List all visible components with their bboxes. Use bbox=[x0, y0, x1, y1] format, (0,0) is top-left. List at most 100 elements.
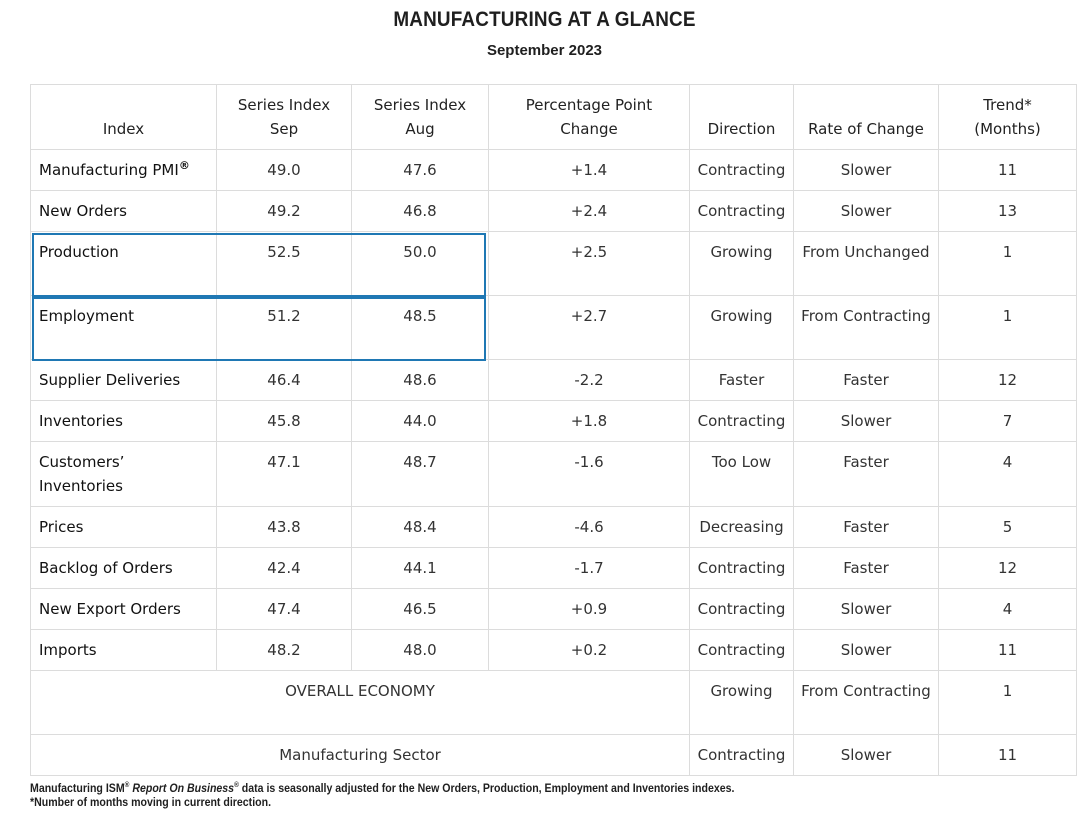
cell-change: +2.4 bbox=[488, 190, 690, 232]
cell-sep: 51.2 bbox=[216, 295, 352, 360]
cell-aug: 44.1 bbox=[351, 547, 489, 589]
table-row: Employment 51.2 48.5 +2.7 Growing From C… bbox=[30, 295, 1077, 360]
cell-rate: Slower bbox=[793, 149, 939, 191]
cell-rate: From Contracting bbox=[793, 295, 939, 360]
cell-change: +0.9 bbox=[488, 588, 690, 630]
column-header-trend: Trend* (Months) bbox=[938, 84, 1077, 150]
table-row: Supplier Deliveries 46.4 48.6 -2.2 Faste… bbox=[30, 359, 1077, 401]
column-header-series-index-aug: Series Index Aug bbox=[351, 84, 489, 150]
cell-change: -4.6 bbox=[488, 506, 690, 548]
cell-rate: Slower bbox=[793, 629, 939, 671]
page-subtitle: September 2023 bbox=[486, 42, 603, 59]
cell-aug: 48.7 bbox=[351, 441, 489, 507]
cell-aug: 46.5 bbox=[351, 588, 489, 630]
cell-direction: Contracting bbox=[689, 400, 794, 442]
overall-economy-label: OVERALL ECONOMY bbox=[30, 670, 690, 735]
cell-direction: Faster bbox=[689, 359, 794, 401]
row-index-name: Manufacturing PMI® bbox=[30, 149, 217, 191]
cell-rate: Slower bbox=[793, 400, 939, 442]
cell-rate: From Unchanged bbox=[793, 231, 939, 296]
cell-trend: 4 bbox=[938, 588, 1077, 630]
table-row: Imports 48.2 48.0 +0.2 Contracting Slowe… bbox=[30, 629, 1077, 671]
cell-direction: Growing bbox=[689, 295, 794, 360]
cell-change: +2.7 bbox=[488, 295, 690, 360]
cell-aug: 44.0 bbox=[351, 400, 489, 442]
cell-sep: 48.2 bbox=[216, 629, 352, 671]
cell-trend: 12 bbox=[938, 359, 1077, 401]
cell-sep: 52.5 bbox=[216, 231, 352, 296]
cell-change: +1.8 bbox=[488, 400, 690, 442]
cell-rate: Faster bbox=[793, 547, 939, 589]
column-header-index: Index bbox=[30, 84, 217, 150]
column-header-series-index-sep: Series Index Sep bbox=[216, 84, 352, 150]
cell-direction: Contracting bbox=[689, 629, 794, 671]
cell-rate: Faster bbox=[793, 506, 939, 548]
manufacturing-sector-label: Manufacturing Sector bbox=[30, 734, 690, 776]
cell-sep: 42.4 bbox=[216, 547, 352, 589]
cell-rate: From Contracting bbox=[793, 670, 939, 735]
cell-direction: Contracting bbox=[689, 734, 794, 776]
cell-trend: 11 bbox=[938, 149, 1077, 191]
cell-sep: 45.8 bbox=[216, 400, 352, 442]
cell-aug: 47.6 bbox=[351, 149, 489, 191]
cell-sep: 46.4 bbox=[216, 359, 352, 401]
page-title: MANUFACTURING AT A GLANCE bbox=[393, 8, 696, 31]
cell-change: -1.6 bbox=[488, 441, 690, 507]
cell-direction: Contracting bbox=[689, 588, 794, 630]
table-row-manufacturing-sector: Manufacturing Sector Contracting Slower … bbox=[30, 734, 1077, 776]
registered-mark: ® bbox=[178, 159, 190, 172]
cell-trend: 12 bbox=[938, 547, 1077, 589]
cell-aug: 48.0 bbox=[351, 629, 489, 671]
cell-change: +2.5 bbox=[488, 231, 690, 296]
cell-rate: Slower bbox=[793, 734, 939, 776]
row-index-name: Supplier Deliveries bbox=[30, 359, 217, 401]
cell-sep: 43.8 bbox=[216, 506, 352, 548]
row-index-name: New Export Orders bbox=[30, 588, 217, 630]
cell-rate: Slower bbox=[793, 190, 939, 232]
cell-direction: Decreasing bbox=[689, 506, 794, 548]
cell-sep: 49.0 bbox=[216, 149, 352, 191]
table-row: New Orders 49.2 46.8 +2.4 Contracting Sl… bbox=[30, 190, 1077, 232]
cell-sep: 47.4 bbox=[216, 588, 352, 630]
cell-aug: 48.6 bbox=[351, 359, 489, 401]
cell-aug: 48.5 bbox=[351, 295, 489, 360]
table-row: New Export Orders 47.4 46.5 +0.9 Contrac… bbox=[30, 588, 1077, 630]
cell-change: -2.2 bbox=[488, 359, 690, 401]
cell-direction: Contracting bbox=[689, 190, 794, 232]
cell-direction: Too Low bbox=[689, 441, 794, 507]
table-header-row: Index Series Index Sep Series Index Aug Pe… bbox=[30, 84, 1077, 150]
cell-aug: 50.0 bbox=[351, 231, 489, 296]
cell-trend: 1 bbox=[938, 231, 1077, 296]
cell-direction: Growing bbox=[689, 231, 794, 296]
seasonal-adjustment-footnote: Manufacturing ISM® Report On Business® d… bbox=[30, 782, 735, 795]
column-header-percentage-point-change: Percentage Point Change bbox=[488, 84, 690, 150]
cell-trend: 7 bbox=[938, 400, 1077, 442]
row-index-name: Imports bbox=[30, 629, 217, 671]
row-index-name: New Orders bbox=[30, 190, 217, 232]
cell-trend: 4 bbox=[938, 441, 1077, 507]
cell-aug: 46.8 bbox=[351, 190, 489, 232]
cell-change: +1.4 bbox=[488, 149, 690, 191]
cell-rate: Faster bbox=[793, 441, 939, 507]
cell-trend: 11 bbox=[938, 629, 1077, 671]
table-row-overall-economy: OVERALL ECONOMY Growing From Contracting… bbox=[30, 670, 1077, 735]
manufacturing-at-a-glance-table: Index Series Index Sep Series Index Aug Pe… bbox=[30, 84, 1077, 776]
trend-footnote: *Number of months moving in current dire… bbox=[30, 797, 272, 809]
cell-sep: 49.2 bbox=[216, 190, 352, 232]
cell-rate: Slower bbox=[793, 588, 939, 630]
table-row: Customers’ Inventories 47.1 48.7 -1.6 To… bbox=[30, 441, 1077, 507]
cell-change: +0.2 bbox=[488, 629, 690, 671]
cell-trend: 11 bbox=[938, 734, 1077, 776]
cell-change: -1.7 bbox=[488, 547, 690, 589]
cell-direction: Contracting bbox=[689, 149, 794, 191]
row-index-name: Prices bbox=[30, 506, 217, 548]
cell-rate: Faster bbox=[793, 359, 939, 401]
table-row-manufacturing-pmi: Manufacturing PMI® 49.0 47.6 +1.4 Contra… bbox=[30, 149, 1077, 191]
cell-direction: Contracting bbox=[689, 547, 794, 589]
table-row: Backlog of Orders 42.4 44.1 -1.7 Contrac… bbox=[30, 547, 1077, 589]
cell-sep: 47.1 bbox=[216, 441, 352, 507]
table-row: Inventories 45.8 44.0 +1.8 Contracting S… bbox=[30, 400, 1077, 442]
table-row: Production 52.5 50.0 +2.5 Growing From U… bbox=[30, 231, 1077, 296]
row-index-name: Production bbox=[30, 231, 217, 296]
cell-trend: 1 bbox=[938, 670, 1077, 735]
